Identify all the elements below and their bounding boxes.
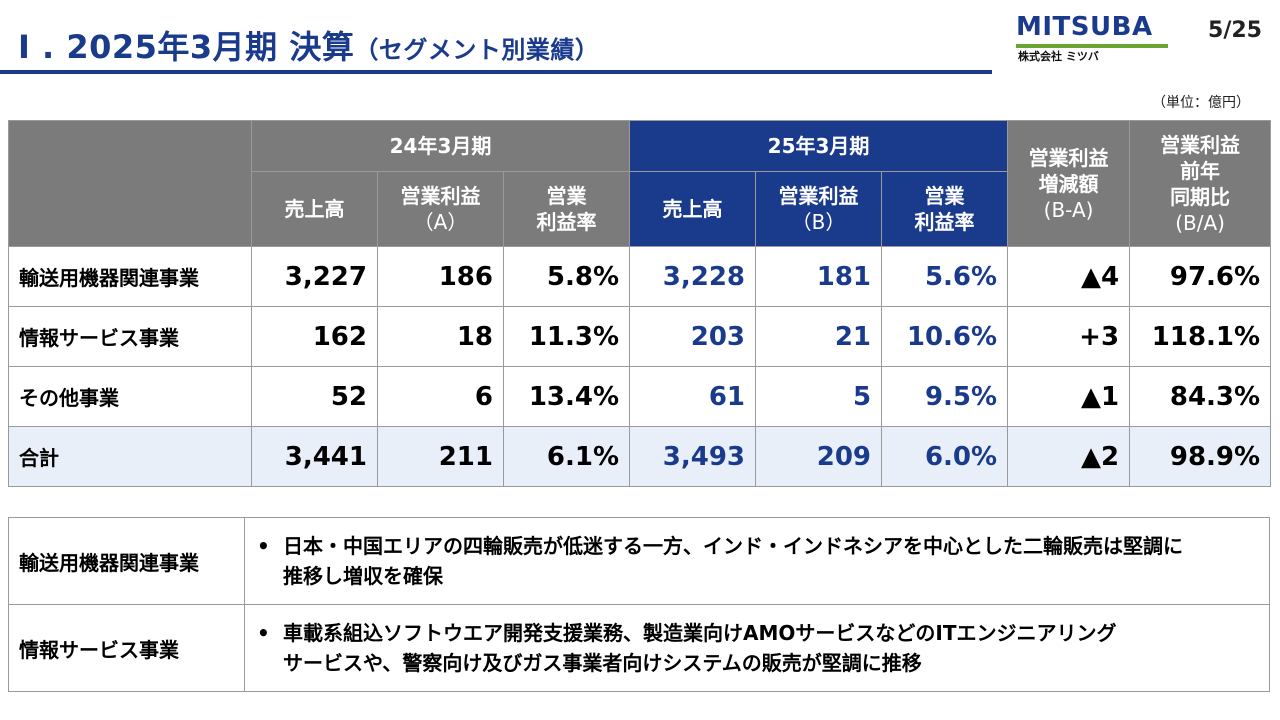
header-curr-op-line2: （B）: [791, 210, 846, 234]
header-op-diff-line2: 増減額: [1038, 171, 1099, 196]
header-op-ratio: 営業利益 前年 同期比 (B/A): [1129, 120, 1272, 247]
logo-wordmark: MITSUBA: [1016, 12, 1153, 42]
op-diff-cell: ▲4: [1007, 246, 1131, 307]
curr-op-cell: 5: [755, 366, 883, 427]
header-prev-op-line1: 営業利益: [400, 184, 481, 208]
note-label: 情報サービス事業: [8, 604, 245, 692]
company-logo: MITSUBA 株式会社 ミツバ: [1016, 12, 1172, 63]
curr-sales-cell: 203: [629, 306, 757, 367]
header-op-diff: 営業利益 増減額 (B-A): [1007, 120, 1131, 247]
curr-margin-cell: 10.6%: [881, 306, 1009, 367]
note-line-1: 日本・中国エリアの四輪販売が低迷する一方、インド・インドネシアを中心とした二輪販…: [283, 534, 1183, 558]
op-diff-cell: +3: [1007, 306, 1131, 367]
page-number: 5/25: [1208, 18, 1262, 43]
curr-sales-cell: 61: [629, 366, 757, 427]
prev-op-cell: 186: [377, 246, 504, 307]
prev-margin-cell: 6.1%: [502, 426, 631, 487]
row-label: 合計: [8, 426, 252, 487]
header-corner: [8, 120, 252, 247]
header-prev-sales: 売上高: [251, 171, 378, 247]
note-row: 情報サービス事業 • 車載系組込ソフトウエア開発支援業務、製造業向けAMOサービ…: [8, 604, 1270, 692]
prev-sales-cell: 3,227: [251, 246, 378, 307]
note-label: 輸送用機器関連事業: [8, 517, 245, 605]
prev-margin-cell: 5.8%: [502, 246, 631, 307]
prev-sales-cell: 3,441: [251, 426, 378, 487]
note-text: • 車載系組込ソフトウエア開発支援業務、製造業向けAMOサービスなどのITエンジ…: [244, 604, 1270, 692]
curr-margin-cell: 9.5%: [881, 366, 1009, 427]
op-diff-cell: ▲2: [1007, 426, 1131, 487]
header-prev-op: 営業利益 （A）: [377, 171, 504, 247]
header-op-ratio-line3: 同期比: [1170, 184, 1231, 209]
segment-notes-table: 輸送用機器関連事業 • 日本・中国エリアの四輪販売が低迷する一方、インド・インド…: [8, 517, 1270, 692]
table-total-row: 合計 3,441 211 6.1% 3,493 209 6.0% ▲2 98.9…: [8, 426, 1272, 487]
header-curr-margin-line2: 利益率: [914, 210, 975, 234]
curr-sales-cell: 3,493: [629, 426, 757, 487]
prev-op-cell: 18: [377, 306, 504, 367]
bullet-icon: •: [257, 534, 270, 558]
curr-sales-cell: 3,228: [629, 246, 757, 307]
op-ratio-cell: 84.3%: [1129, 366, 1272, 427]
header-op-ratio-line2: 前年: [1180, 158, 1221, 183]
title-main: I . 2025年3月期 決算: [18, 28, 355, 66]
header-prev-margin-line2: 利益率: [536, 210, 597, 234]
prev-sales-cell: 162: [251, 306, 378, 367]
logo-subtext: 株式会社 ミツバ: [1018, 50, 1099, 63]
header-curr-sales: 売上高: [629, 171, 757, 247]
prev-margin-cell: 11.3%: [502, 306, 631, 367]
row-label: 輸送用機器関連事業: [8, 246, 252, 307]
table-row: 情報サービス事業 162 18 11.3% 203 21 10.6% +3 11…: [8, 306, 1272, 367]
segment-results-table: 24年3月期 25年3月期 営業利益 増減額 (B-A) 営業利益 前年 同期比…: [8, 120, 1272, 487]
curr-op-cell: 21: [755, 306, 883, 367]
table-row: その他事業 52 6 13.4% 61 5 9.5% ▲1 84.3%: [8, 366, 1272, 427]
header-curr-margin: 営業 利益率: [881, 171, 1009, 247]
page-title: I . 2025年3月期 決算（セグメント別業績）: [18, 22, 599, 68]
header-op-diff-line3: (B-A): [1043, 197, 1094, 222]
table-row: 輸送用機器関連事業 3,227 186 5.8% 3,228 181 5.6% …: [8, 246, 1272, 307]
header-prev-op-line2: （A）: [413, 210, 468, 234]
prev-sales-cell: 52: [251, 366, 378, 427]
header-prev-margin: 営業 利益率: [502, 171, 631, 247]
op-ratio-cell: 118.1%: [1129, 306, 1272, 367]
table-header-row-2: 売上高 営業利益 （A） 営業 利益率 売上高 営業利益 （B） 営業 利益率: [9, 171, 1271, 247]
curr-margin-cell: 6.0%: [881, 426, 1009, 487]
header-group-prev: 24年3月期: [250, 120, 631, 172]
note-line-2: サービスや、警察向け及びガス事業者向けシステムの販売が堅調に推移: [283, 651, 922, 675]
header-op-ratio-line4: (B/A): [1175, 210, 1225, 235]
note-row: 輸送用機器関連事業 • 日本・中国エリアの四輪販売が低迷する一方、インド・インド…: [8, 517, 1270, 605]
logo-green-bar: [1016, 44, 1168, 48]
op-ratio-cell: 97.6%: [1129, 246, 1272, 307]
header-group-curr: 25年3月期: [629, 120, 1009, 172]
row-label: 情報サービス事業: [8, 306, 252, 367]
header-curr-margin-line1: 営業: [924, 184, 965, 208]
header-op-diff-line1: 営業利益: [1028, 145, 1109, 170]
curr-op-cell: 181: [755, 246, 883, 307]
header-op-ratio-line1: 営業利益: [1160, 132, 1241, 157]
note-text: • 日本・中国エリアの四輪販売が低迷する一方、インド・インドネシアを中心とした二…: [244, 517, 1270, 605]
bullet-icon: •: [257, 621, 270, 645]
title-underline: [0, 70, 992, 74]
row-label: その他事業: [8, 366, 252, 427]
note-line-2: 推移し増収を確保: [283, 564, 443, 588]
prev-margin-cell: 13.4%: [502, 366, 631, 427]
prev-op-cell: 211: [377, 426, 504, 487]
header-prev-margin-line1: 営業: [546, 184, 587, 208]
curr-op-cell: 209: [755, 426, 883, 487]
header-curr-op: 営業利益 （B）: [755, 171, 883, 247]
table-header-row-1: 24年3月期 25年3月期 営業利益 増減額 (B-A) 営業利益 前年 同期比…: [8, 120, 1272, 247]
title-sub: （セグメント別業績）: [354, 36, 600, 64]
op-diff-cell: ▲1: [1007, 366, 1131, 427]
curr-margin-cell: 5.6%: [881, 246, 1009, 307]
prev-op-cell: 6: [377, 366, 504, 427]
note-line-1: 車載系組込ソフトウエア開発支援業務、製造業向けAMOサービスなどのITエンジニア…: [283, 621, 1117, 645]
unit-label: （単位：億円）: [1152, 95, 1250, 111]
header-curr-op-line1: 営業利益: [778, 184, 859, 208]
op-ratio-cell: 98.9%: [1129, 426, 1272, 487]
